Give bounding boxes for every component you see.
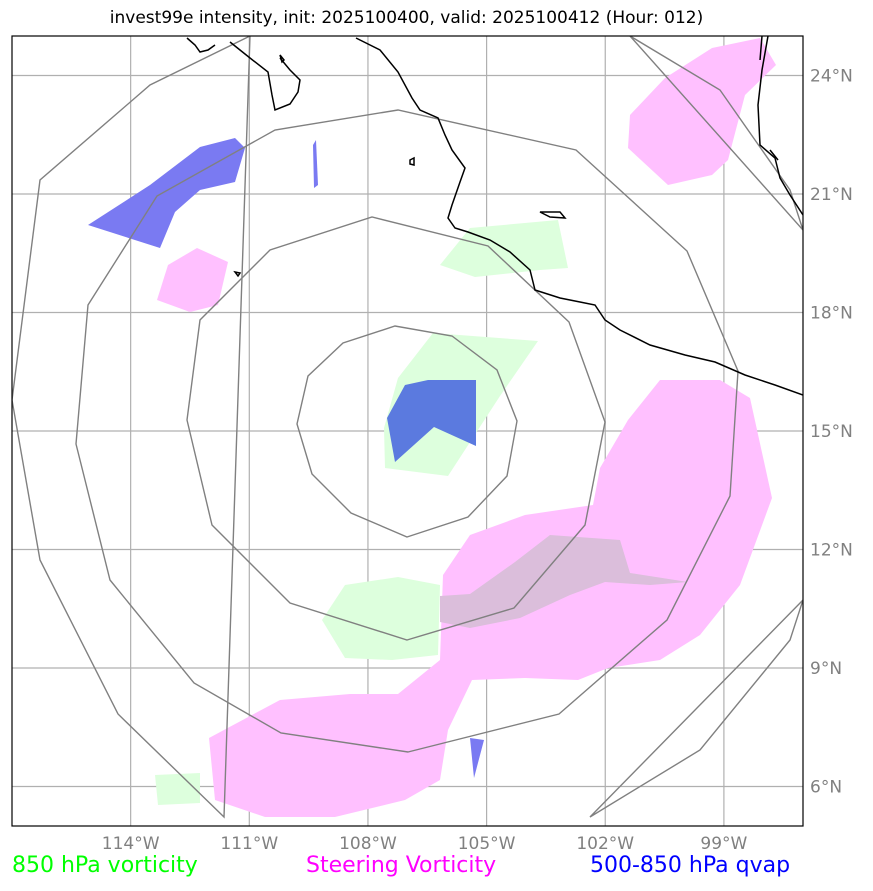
steering-vorticity-overlap bbox=[440, 535, 688, 628]
island-2 bbox=[539, 211, 567, 219]
coastline bbox=[186, 36, 803, 396]
qvap-region-northwest bbox=[88, 138, 245, 248]
lon-tick-label: 99°W bbox=[700, 834, 747, 854]
range-ring-4-northeast bbox=[629, 36, 803, 231]
map-title: invest99e intensity, init: 2025100400, v… bbox=[109, 8, 704, 28]
lat-tick-label: 9°N bbox=[810, 659, 842, 679]
island-3 bbox=[233, 270, 242, 278]
lat-tick-label: 12°N bbox=[810, 541, 853, 561]
lat-tick-label: 18°N bbox=[810, 304, 853, 324]
legend-850-vorticity: 850 hPa vorticity bbox=[12, 853, 198, 878]
steering-vorticity-region-west bbox=[157, 248, 228, 312]
coastline-east-3 bbox=[769, 149, 779, 161]
island-4 bbox=[279, 54, 286, 64]
lat-tick-label: 24°N bbox=[810, 67, 853, 87]
legend-steering-vorticity: Steering Vorticity bbox=[306, 853, 497, 878]
legend-qvap: 500-850 hPa qvap bbox=[590, 853, 791, 878]
qvap-region-sliver bbox=[313, 140, 318, 188]
island-1 bbox=[409, 156, 415, 166]
lon-tick-label: 114°W bbox=[102, 834, 160, 854]
qvap-region-center bbox=[387, 380, 476, 462]
plot-frame bbox=[11, 35, 804, 827]
qvap-layer bbox=[88, 138, 484, 778]
coastline-east-2 bbox=[759, 36, 763, 61]
range-ring-1 bbox=[296, 325, 518, 538]
qvap-region-south bbox=[470, 738, 484, 778]
vorticity-850-region-southwest bbox=[155, 773, 200, 805]
lat-tick-label: 6°N bbox=[810, 778, 842, 798]
tick-labels: 114°W 111°W 108°W 105°W 102°W 99°W 6°N 9°N 12°N 1… bbox=[102, 67, 853, 855]
range-rings bbox=[12, 36, 803, 819]
lon-tick-label: 111°W bbox=[220, 834, 278, 854]
lat-tick-label: 21°N bbox=[810, 185, 853, 205]
lon-tick-label: 108°W bbox=[339, 834, 397, 854]
coastline-mainland bbox=[355, 37, 803, 396]
steering-vorticity-layer bbox=[157, 38, 776, 817]
coastline-gulf bbox=[229, 41, 301, 112]
range-ring-2 bbox=[186, 216, 606, 641]
steering-vorticity-region-northeast bbox=[628, 38, 776, 185]
lat-tick-label: 15°N bbox=[810, 422, 853, 442]
range-ring-4-east bbox=[589, 599, 803, 818]
lon-tick-label: 102°W bbox=[576, 834, 634, 854]
coastline-east bbox=[757, 36, 803, 216]
coastline-baja bbox=[186, 37, 216, 53]
range-ring-3 bbox=[75, 109, 739, 753]
lon-tick-label: 105°W bbox=[458, 834, 516, 854]
